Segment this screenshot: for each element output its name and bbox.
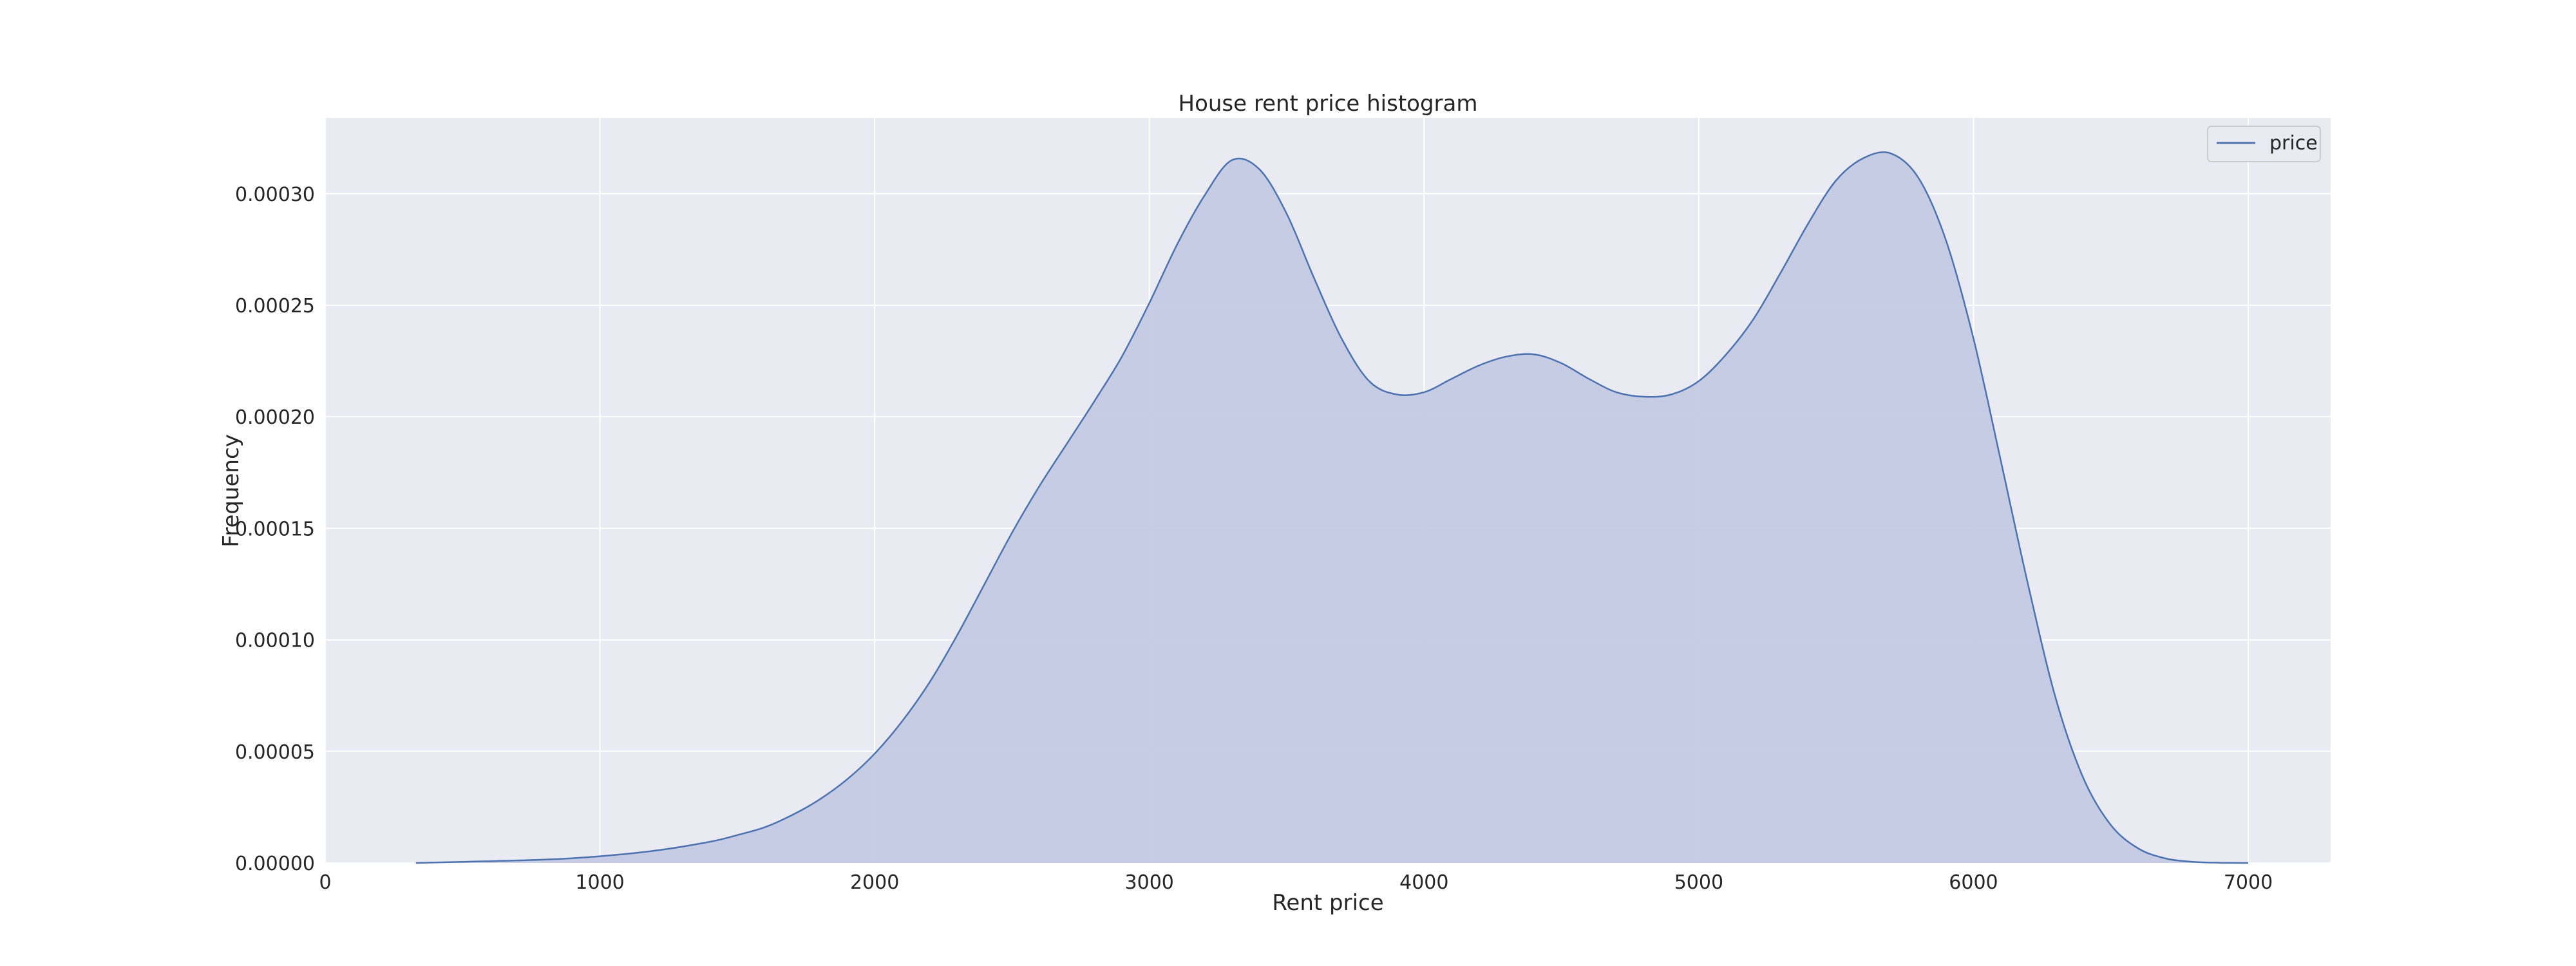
x-tick-label: 3000	[1125, 871, 1174, 894]
y-tick-label: 0.00010	[235, 630, 315, 652]
x-tick-label: 5000	[1674, 871, 1723, 894]
y-tick-label: 0.00000	[235, 853, 315, 875]
x-tick-label: 2000	[850, 871, 899, 894]
x-tick-label: 0	[319, 871, 331, 894]
y-tick-label: 0.00025	[235, 295, 315, 317]
legend-box	[2207, 126, 2321, 162]
y-tick-label: 0.00005	[235, 741, 315, 764]
chart-title: House rent price histogram	[1179, 91, 1478, 117]
x-tick-label: 1000	[575, 871, 624, 894]
x-tick-label: 4000	[1399, 871, 1448, 894]
y-tick-label: 0.00020	[235, 406, 315, 429]
x-axis-label: Rent price	[1272, 890, 1383, 916]
density-area	[415, 152, 2248, 863]
x-tick-label: 6000	[1949, 871, 1998, 894]
x-tick-label: 7000	[2224, 871, 2273, 894]
y-tick-label: 0.00015	[235, 518, 315, 540]
density-line	[415, 151, 2249, 864]
y-axis-label: Frequency	[218, 434, 244, 547]
y-tick-label: 0.00030	[235, 184, 315, 206]
legend: price	[2207, 126, 2321, 162]
legend-entry-price: price	[2269, 132, 2318, 155]
x-axis-ticks: 0 1000 2000 3000 4000 5000 6000 7000	[319, 871, 2273, 894]
y-axis-ticks: 0.00000 0.00005 0.00010 0.00015 0.00020 0.000…	[235, 184, 315, 875]
